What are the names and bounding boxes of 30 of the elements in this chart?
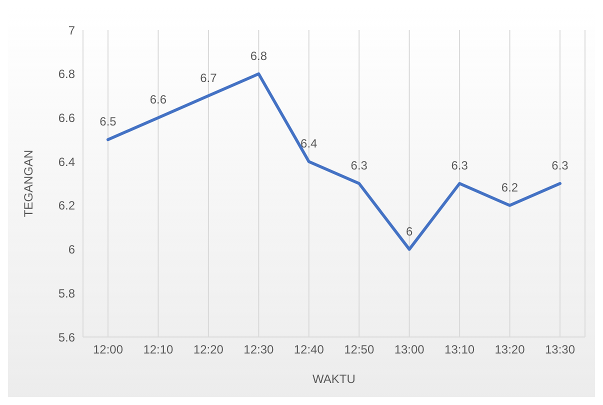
x-tick-label: 12:50	[344, 342, 374, 357]
x-tick-label: 12:00	[92, 342, 124, 357]
y-tick-label: 6	[68, 242, 76, 257]
x-tick-label: 12:40	[294, 342, 324, 357]
x-tick-label: 13:10	[444, 342, 475, 357]
data-label: 6.6	[150, 92, 167, 107]
data-label: 6.3	[451, 158, 468, 172]
x-tick-label: 13:00	[394, 342, 425, 357]
x-tick-label: 12:10	[143, 342, 174, 357]
y-tick-label: 5.6	[58, 330, 76, 344]
x-tick-label: 12:30	[244, 342, 274, 357]
x-tick-label: 12:20	[193, 342, 224, 357]
x-axis-title: WAKTU	[312, 372, 356, 386]
data-label: 6.3	[552, 158, 569, 172]
data-label: 6.3	[350, 158, 368, 172]
y-tick-label: 5.8	[58, 286, 76, 300]
y-tick-label: 6.8	[58, 67, 76, 82]
y-tick-label: 6.6	[58, 110, 76, 125]
y-tick-label: 6.4	[58, 154, 76, 169]
y-axis-title: TEGANGAN	[21, 150, 36, 218]
y-tick-label: 7	[68, 23, 76, 38]
data-label: 6.2	[501, 180, 518, 194]
data-label: 6.4	[300, 136, 318, 151]
y-tick-label: 6.2	[58, 198, 76, 213]
data-label: 6.5	[100, 114, 117, 129]
data-label: 6.7	[200, 70, 218, 85]
data-label: 6	[406, 224, 413, 238]
x-tick-label: 13:30	[544, 342, 576, 357]
x-tick-label: 13:20	[494, 342, 526, 357]
data-label: 6.8	[250, 48, 268, 63]
